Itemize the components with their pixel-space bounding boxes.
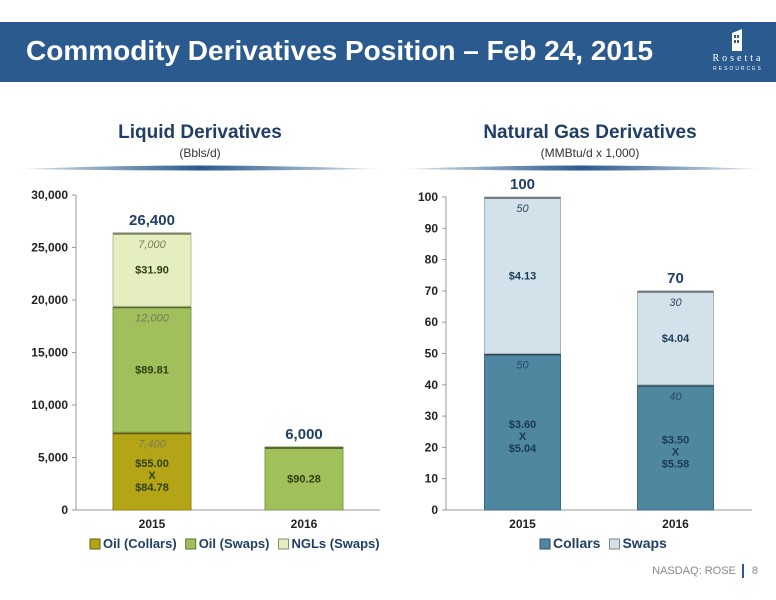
- liquid-y-tick-label: 10,000: [31, 398, 68, 412]
- page-number: 8: [751, 564, 758, 577]
- liquid-y-tick-label: 20,000: [31, 293, 68, 307]
- liquid-x-tick-label: 2015: [139, 517, 166, 531]
- header-bar: Commodity Derivatives Position – Feb 24,…: [0, 22, 776, 82]
- gas-volume-label: 40: [669, 391, 682, 403]
- gas-total-label: 70: [667, 270, 684, 287]
- liquid-derivatives-chart: 0 5,000 10,000 15,000 20,000 25,000 30,000 2015…: [31, 188, 380, 551]
- liquid-y-tick-label: 30,000: [31, 188, 68, 202]
- gas-x-tick-label: 2016: [662, 517, 689, 531]
- logo-subname: RESOURCES: [713, 66, 763, 72]
- gas-price-label: $5.58: [662, 458, 690, 470]
- gas-title-underline: [404, 165, 760, 171]
- liquid-price-label: $84.78: [135, 482, 169, 494]
- gas-y-tick-label: 50: [425, 347, 439, 361]
- liquid-price-label: $89.81: [135, 364, 169, 376]
- gas-volume-label: 50: [516, 360, 529, 372]
- gas-volume-label: 50: [516, 203, 529, 215]
- gas-y-tick-label: 70: [425, 284, 439, 298]
- gas-y-tick-label: 90: [425, 221, 439, 235]
- liquid-price-label: $31.90: [135, 265, 169, 277]
- page-title: Commodity Derivatives Position – Feb 24,…: [26, 35, 654, 66]
- liquid-volume-label: 12,000: [135, 312, 170, 324]
- gas-y-tick-label: 40: [425, 378, 439, 392]
- liquid-price-label: $55.00: [135, 458, 169, 470]
- gas-legend-label: Swaps: [622, 535, 667, 551]
- liquid-title-underline: [20, 165, 380, 171]
- liquid-bar-segment: [264, 446, 344, 511]
- gas-chart-title: Natural Gas Derivatives: [483, 122, 697, 143]
- liquid-total-label: 6,000: [285, 426, 323, 443]
- gas-price-label: $4.13: [509, 270, 537, 282]
- liquid-bar-segment: [112, 305, 192, 433]
- gas-price-label: X: [519, 431, 527, 443]
- liquid-chart-title: Liquid Derivatives: [118, 122, 282, 143]
- gas-y-tick-label: 100: [418, 190, 438, 204]
- gas-y-tick-label: 80: [425, 253, 439, 267]
- gas-y-tick-label: 0: [431, 503, 438, 517]
- gas-y-tick-label: 20: [425, 440, 439, 454]
- footer: NASDAQ: ROSE 8: [652, 564, 758, 578]
- liquid-price-label: X: [148, 470, 156, 482]
- footer-ticker: NASDAQ: ROSE: [652, 564, 736, 577]
- liquid-bar-segment: [112, 431, 192, 511]
- gas-volume-label: 30: [669, 297, 682, 309]
- gas-price-label: $3.60: [509, 419, 537, 431]
- gas-price-label: $4.04: [662, 333, 690, 345]
- gas-price-label: $5.04: [509, 443, 537, 455]
- liquid-price-label: $90.28: [287, 474, 321, 486]
- liquid-total-label: 26,400: [129, 212, 175, 229]
- gas-chart-subtitle: (MMBtu/d x 1,000): [540, 146, 640, 160]
- liquid-legend-label: Oil (Swaps): [199, 536, 270, 551]
- liquid-y-tick-label: 25,000: [31, 241, 68, 255]
- rosetta-logo: Rosetta RESOURCES: [704, 27, 772, 77]
- liquid-legend-label: NGLs (Swaps): [291, 536, 379, 551]
- gas-bar-segment: [484, 196, 561, 354]
- liquid-volume-label: 7,400: [138, 438, 166, 450]
- gas-y-tick-label: 10: [425, 472, 439, 486]
- gas-legend-swatch: [608, 538, 620, 550]
- logo-name: Rosetta: [712, 53, 764, 64]
- liquid-legend-label: Oil (Collars): [103, 536, 177, 551]
- gas-price-label: X: [672, 446, 680, 458]
- gas-bar-segment: [637, 384, 714, 511]
- liquid-x-tick-label: 2016: [291, 517, 318, 531]
- logo-mark-icon: [732, 29, 742, 51]
- liquid-legend-swatch: [185, 538, 197, 550]
- liquid-legend-swatch: [277, 538, 289, 550]
- gas-derivatives-chart: 0102030405060708090100201550$3.60X$5.045…: [418, 176, 752, 551]
- liquid-volume-label: 7,000: [138, 239, 166, 251]
- liquid-y-tick-label: 5,000: [38, 451, 68, 465]
- liquid-chart-subtitle: (Bbls/d): [179, 146, 221, 160]
- footer-separator: [741, 564, 744, 578]
- liquid-bar-segment: [112, 232, 192, 307]
- gas-y-tick-label: 60: [425, 315, 439, 329]
- liquid-legend-swatch: [89, 538, 101, 550]
- gas-y-tick-label: 30: [425, 409, 439, 423]
- gas-price-label: $3.50: [662, 434, 690, 446]
- liquid-y-tick-label: 15,000: [31, 346, 68, 360]
- gas-bar-segment: [637, 290, 714, 386]
- liquid-y-tick-label: 0: [61, 503, 68, 517]
- gas-legend-label: Collars: [553, 535, 601, 551]
- gas-total-label: 100: [510, 176, 535, 193]
- gas-legend-swatch: [539, 538, 551, 550]
- gas-x-tick-label: 2015: [509, 517, 536, 531]
